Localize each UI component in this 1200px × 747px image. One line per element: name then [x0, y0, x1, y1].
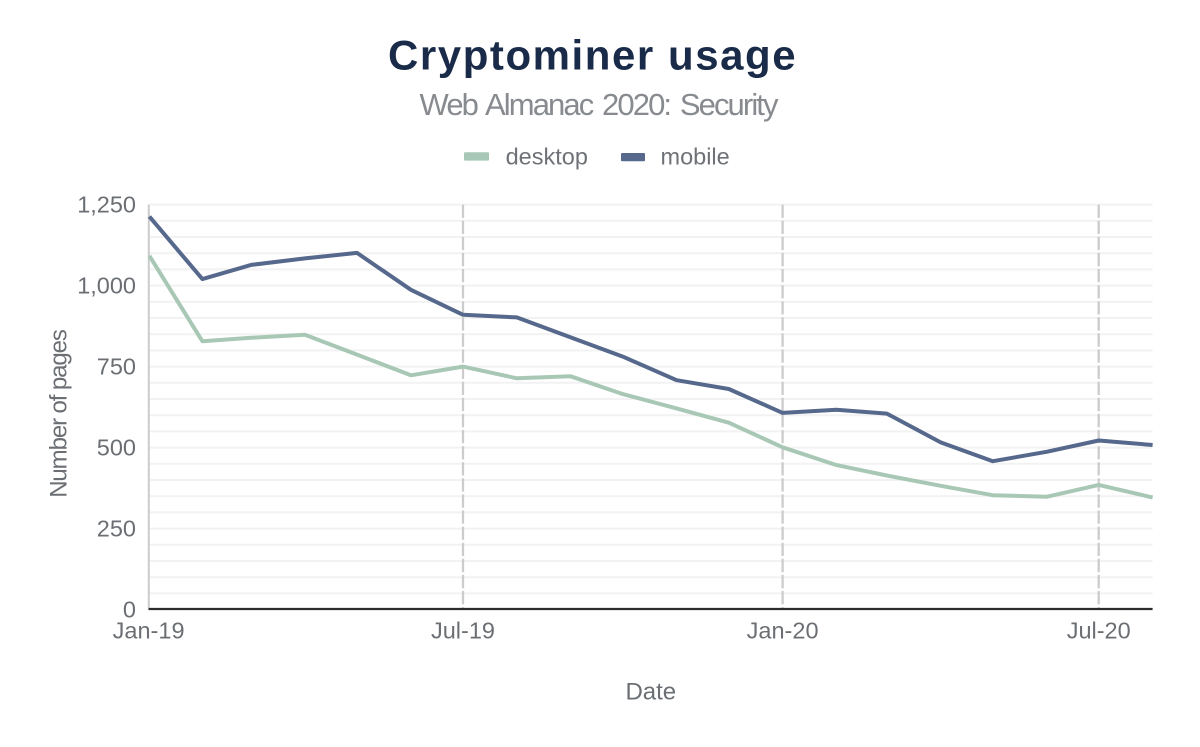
svg-text:Number of pages: Number of pages — [46, 329, 73, 498]
svg-text:Jan-20: Jan-20 — [747, 618, 819, 644]
svg-text:Jan-19: Jan-19 — [113, 618, 185, 644]
svg-text:1,000: 1,000 — [77, 272, 136, 298]
svg-text:mobile: mobile — [661, 144, 730, 170]
svg-text:750: 750 — [97, 353, 136, 379]
svg-text:Jul-20: Jul-20 — [1067, 618, 1131, 644]
svg-text:Date: Date — [625, 679, 676, 706]
svg-text:1,250: 1,250 — [77, 191, 136, 217]
svg-text:250: 250 — [97, 515, 136, 541]
svg-text:Jul-19: Jul-19 — [431, 618, 495, 644]
svg-text:desktop: desktop — [506, 144, 588, 170]
svg-text:500: 500 — [97, 434, 136, 460]
svg-text:0: 0 — [123, 596, 136, 622]
svg-text:Cryptominer usage: Cryptominer usage — [388, 32, 797, 79]
svg-text:Web Almanac 2020: Security: Web Almanac 2020: Security — [420, 87, 779, 122]
